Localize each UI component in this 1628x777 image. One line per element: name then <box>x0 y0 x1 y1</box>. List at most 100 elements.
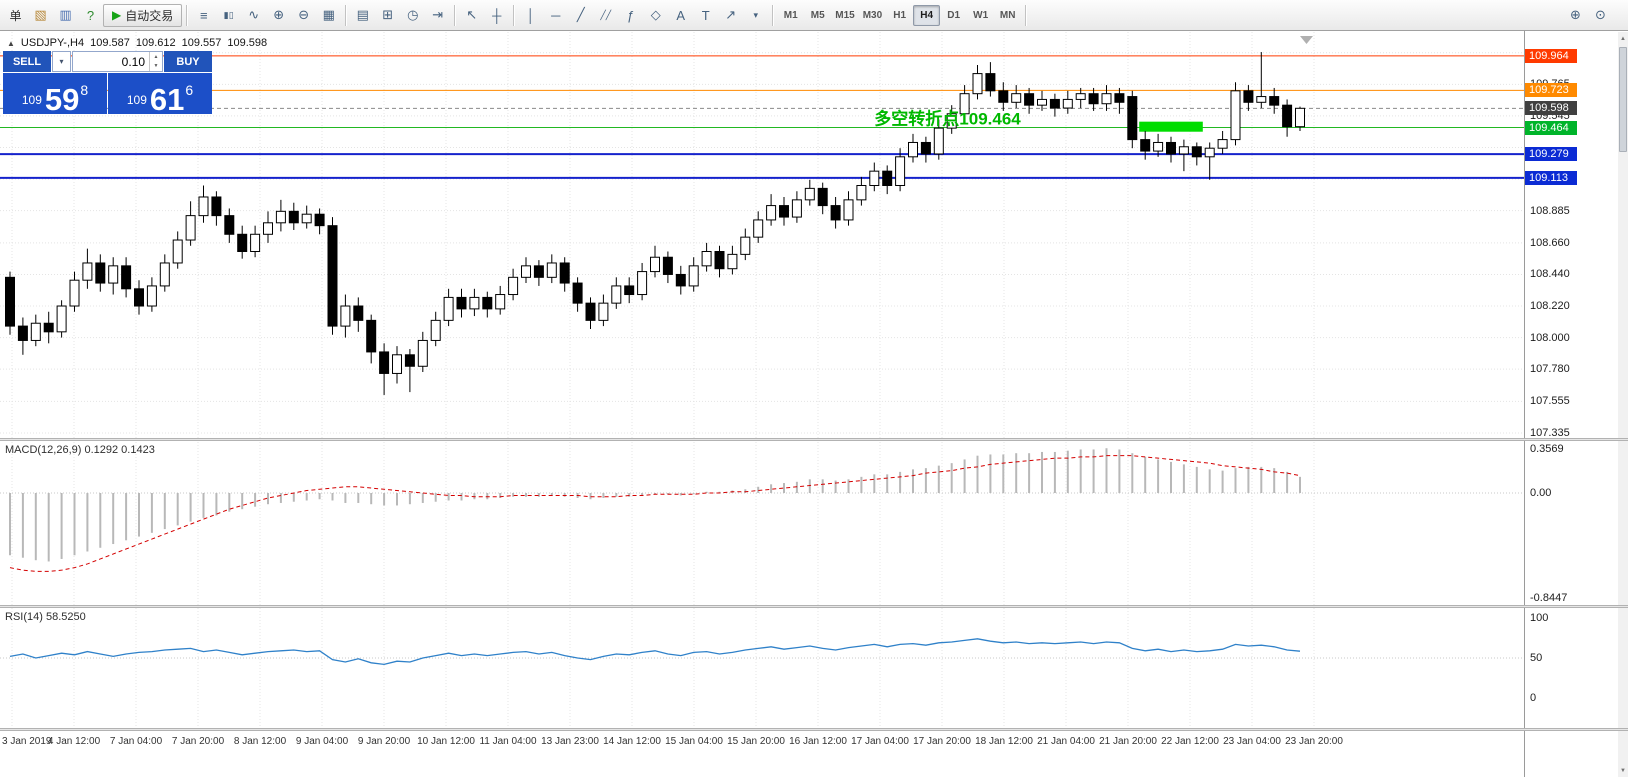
vertical-line-button[interactable]: │ <box>518 4 543 27</box>
tf-h1-label: H1 <box>893 9 907 21</box>
candlestick-chart-icon: ▮▯ <box>223 9 234 20</box>
price-badge: 109.598 <box>1525 101 1577 116</box>
zoom-out-icon: ⊖ <box>298 7 310 22</box>
time-axis-label: 16 Jan 12:00 <box>789 736 847 747</box>
rsi-layer <box>9 638 1301 666</box>
text-button[interactable]: A <box>668 4 693 27</box>
macd-panel-splitter[interactable] <box>0 438 1628 441</box>
line-chart-button[interactable]: ∿ <box>241 4 266 27</box>
buy-button[interactable]: BUY <box>164 51 212 72</box>
price-scale-label: 108.660 <box>1530 236 1570 249</box>
toolbar-separator <box>1025 4 1027 26</box>
sell-price-sup: 8 <box>80 82 89 98</box>
price-scale-label: 108.440 <box>1530 268 1570 281</box>
text-icon: A <box>676 7 686 23</box>
chart-collapse-icon[interactable]: ▲ <box>7 38 15 48</box>
time-axis[interactable]: 3 Jan 2019 4 Jan 12:00 7 Jan 04:00 7 Jan 20… <box>0 731 1524 753</box>
time-axis-label: 18 Jan 12:00 <box>975 736 1033 747</box>
tf-w1-button[interactable]: W1 <box>967 5 994 26</box>
profiles-icon: ▥ <box>59 7 72 22</box>
time-axis-label: 7 Jan 04:00 <box>109 736 163 747</box>
shapes-icon: ◇ <box>650 7 661 22</box>
vertical-scrollbar[interactable]: ▲ ▼ <box>1618 32 1628 777</box>
charts-icon: ▧ <box>34 7 47 22</box>
tf-m5-label: M5 <box>810 9 825 21</box>
candles-layer <box>5 52 1305 395</box>
scrollbar-down-icon[interactable]: ▼ <box>1620 767 1626 774</box>
tf-m1-button[interactable]: M1 <box>777 5 804 26</box>
time-axis-label: 7 Jan 20:00 <box>171 736 225 747</box>
candlestick-chart-button[interactable]: ▮▯ <box>216 4 241 27</box>
symbol-search-button[interactable]: ⊕ <box>1563 4 1588 27</box>
tf-d1-button[interactable]: D1 <box>940 5 967 26</box>
volume-dropdown-button[interactable]: ▾ <box>52 51 71 72</box>
time-axis-label: 8 Jan 12:00 <box>233 736 287 747</box>
price-scale[interactable]: 109.765109.545108.885108.660108.440108.2… <box>1524 0 1618 777</box>
bar-chart-button[interactable]: ≡ <box>191 4 216 27</box>
cascade-windows-button[interactable]: ▤ <box>350 4 375 27</box>
trend-line-button[interactable]: ╱ <box>568 4 593 27</box>
vertical-line-icon: │ <box>526 7 535 23</box>
buy-price-display[interactable]: 109 61 6 <box>108 73 212 115</box>
rsi-scale-label: 50 <box>1530 652 1543 664</box>
price-scale-label: 108.220 <box>1530 300 1570 312</box>
macd-layer <box>9 448 1301 572</box>
pivot-annotation-text: 多空转折点109.464 <box>874 109 1021 129</box>
volume-input[interactable]: 0.10 ▲ ▼ <box>72 51 163 72</box>
tile-windows-button[interactable]: ▦ <box>316 4 341 27</box>
sell-button[interactable]: SELL <box>3 51 51 72</box>
equidistant-channel-icon: ╱╱ <box>600 9 612 20</box>
cursor-button[interactable]: ↖ <box>459 4 484 27</box>
time-axis-label: 15 Jan 20:00 <box>727 736 785 747</box>
auto-scroll-button[interactable]: ◷ <box>400 4 425 27</box>
buy-price-sup: 6 <box>185 82 194 98</box>
crosshair-button[interactable]: ┼ <box>484 4 509 27</box>
volume-up-icon[interactable]: ▲ <box>153 53 159 60</box>
chart-plot-area[interactable]: 多空转折点109.464 <box>0 0 1524 777</box>
tf-mn-label: MN <box>999 9 1016 21</box>
toolbar-group-timeframes: M1 M5 M15 M30 H1 H4 D1 W1 MN <box>777 4 1021 26</box>
zoom-in-button[interactable]: ⊕ <box>266 4 291 27</box>
time-axis-label: 21 Jan 04:00 <box>1037 736 1095 747</box>
arrow-tools-button[interactable]: ↗ <box>718 4 743 27</box>
rsi-scale-label: 0 <box>1530 692 1537 704</box>
help-button[interactable]: ? <box>78 4 103 27</box>
zoom-out-button[interactable]: ⊖ <box>291 4 316 27</box>
tf-h4-button[interactable]: H4 <box>913 4 941 26</box>
toolbar-group-trade: 单 ▧ ▥? ▶ 自动交易 <box>3 3 183 27</box>
tf-m15-label: M15 <box>835 9 855 21</box>
new-order-button[interactable]: 单 <box>3 4 28 27</box>
tools-dropdown-button[interactable]: ▾ <box>743 4 768 27</box>
price-badge: 109.723 <box>1525 83 1577 98</box>
auto-trading-button[interactable]: ▶ 自动交易 <box>103 3 183 27</box>
new-chart-icon: ⊞ <box>382 7 394 22</box>
text-label-button[interactable]: T <box>693 4 718 27</box>
rsi-panel-splitter[interactable] <box>0 605 1628 608</box>
time-axis-splitter[interactable] <box>0 728 1628 731</box>
horizontal-line-button[interactable]: ─ <box>543 4 568 27</box>
auto-trading-icon: ▶ <box>112 8 122 22</box>
main-toolbar: 单 ▧ ▥? ▶ 自动交易 ≡ ▮▯ ∿ ⊕ ⊖ ▦ ▤ ⊞ ◷ ⇥ ↖ ┼ │ ─ ╱ ╱╱ ƒ ◇ A T ↗ ▾ M1 M5 M15… <box>0 0 1628 31</box>
fibonacci-button[interactable]: ƒ <box>618 4 643 27</box>
profiles-button[interactable]: ▥ <box>53 4 78 27</box>
grid-layer <box>0 32 1524 728</box>
new-chart-button[interactable]: ⊞ <box>375 4 400 27</box>
equidistant-channel-button[interactable]: ╱╱ <box>593 4 618 27</box>
tf-mn-button[interactable]: MN <box>994 5 1021 26</box>
sell-price-display[interactable]: 109 59 8 <box>3 73 107 115</box>
tf-m15-button[interactable]: M15 <box>831 5 858 26</box>
tf-m5-button[interactable]: M5 <box>804 5 831 26</box>
text-label-icon: T <box>701 7 710 23</box>
shapes-button[interactable]: ◇ <box>643 4 668 27</box>
tf-h1-button[interactable]: H1 <box>886 5 913 26</box>
time-axis-label: 23 Jan 04:00 <box>1223 736 1281 747</box>
scrollbar-thumb[interactable] <box>1619 47 1627 152</box>
data-window-button[interactable]: ⊙ <box>1588 4 1613 27</box>
charts-button[interactable]: ▧ <box>28 4 53 27</box>
chart-shift-button[interactable]: ⇥ <box>425 4 450 27</box>
price-scale-label: 107.780 <box>1530 363 1570 376</box>
scrollbar-up-icon[interactable]: ▲ <box>1620 35 1626 42</box>
volume-down-icon[interactable]: ▼ <box>153 63 159 70</box>
volume-spinner[interactable]: ▲ ▼ <box>149 52 162 71</box>
tf-m30-button[interactable]: M30 <box>859 5 886 26</box>
